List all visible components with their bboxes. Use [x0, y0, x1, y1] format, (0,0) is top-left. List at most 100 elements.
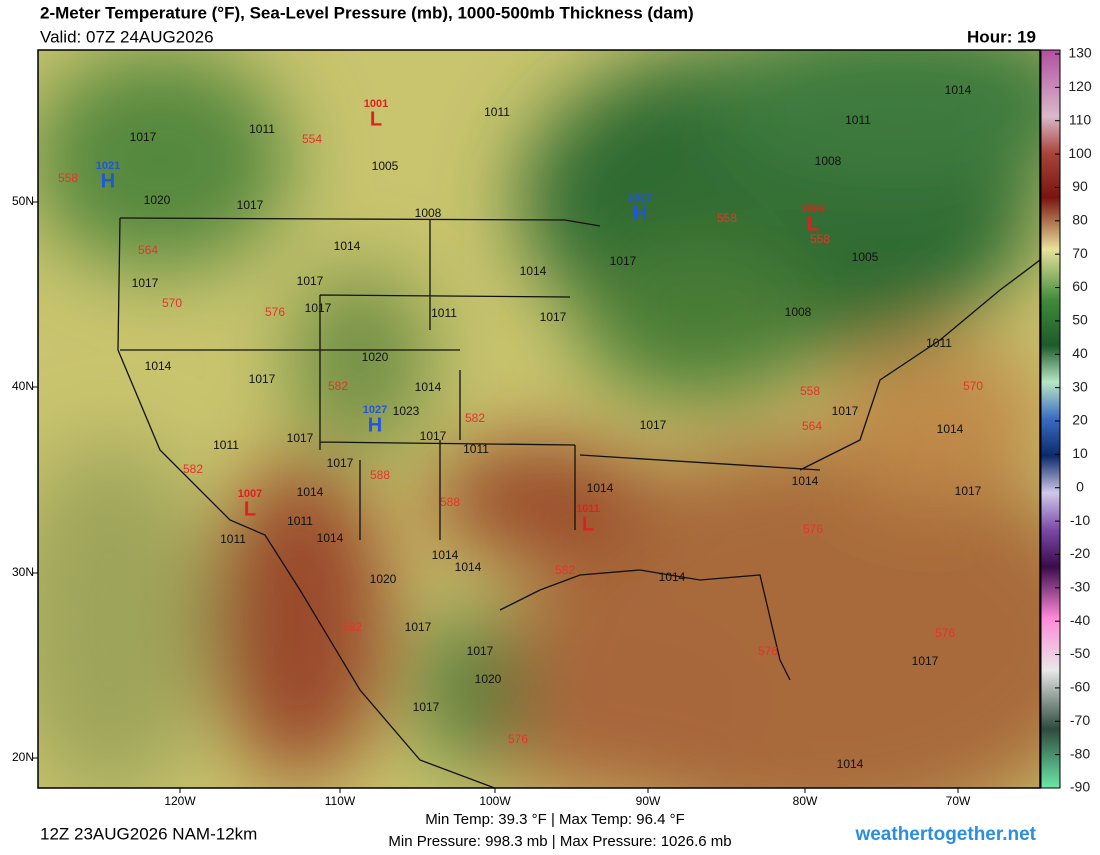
isobar-label: 1011 [926, 336, 952, 350]
isobar-label: 1014 [297, 485, 324, 499]
isobar-label: 1017 [327, 456, 354, 470]
thickness-label: 570 [963, 379, 983, 393]
colorbar-label: -30 [1070, 579, 1090, 595]
thickness-label: 588 [440, 495, 460, 509]
thickness-label: 576 [265, 305, 285, 319]
isobar-label: 1011 [213, 438, 239, 452]
lon-label: 100W [479, 794, 511, 808]
center-pressure: 1017 [628, 192, 652, 204]
isobar-label: 1008 [415, 206, 442, 220]
colorbar-label: 20 [1072, 412, 1088, 428]
center-letter: L [582, 513, 594, 535]
isobar-label: 1011 [845, 113, 871, 127]
isobar-label: 1017 [832, 404, 859, 418]
colorbar-label: 90 [1072, 178, 1088, 194]
lat-label: 20N [12, 750, 34, 764]
isobar-label: 1017 [467, 644, 494, 658]
isobar-label: 1017 [610, 254, 637, 268]
thickness-label: 576 [935, 626, 955, 640]
isobar-label: 1011 [220, 532, 246, 546]
isobar-label: 1020 [370, 572, 397, 586]
isobar-label: 1017 [640, 418, 667, 432]
isobar-label: 1008 [815, 154, 842, 168]
pressure-range: Min Pressure: 998.3 mb | Max Pressure: 1… [388, 833, 731, 850]
colorbar-label: 0 [1076, 478, 1084, 494]
colorbar-label: -20 [1070, 545, 1090, 561]
isobar-label: 1017 [912, 654, 939, 668]
isobar-label: 1014 [317, 531, 344, 545]
colorbar-label: -40 [1070, 612, 1090, 628]
colorbar-label: 70 [1072, 245, 1088, 261]
isobar-label: 1011 [287, 514, 313, 528]
thickness-label: 582 [328, 379, 348, 393]
thickness-label: 582 [555, 563, 575, 577]
thickness-label: 564 [138, 243, 158, 257]
colorbar-label: 30 [1072, 378, 1088, 394]
colorbar-label: -60 [1070, 679, 1090, 695]
thickness-label: 558 [800, 384, 820, 398]
lat-label: 40N [12, 379, 34, 393]
isobar-label: 1014 [415, 380, 442, 394]
isobar-label: 1008 [785, 305, 812, 319]
isobar-label: 1017 [413, 700, 440, 714]
center-pressure: 1011 [576, 503, 600, 515]
isobar-label: 1017 [420, 429, 447, 443]
center-letter: H [101, 170, 115, 192]
colorbar-label: -80 [1070, 745, 1090, 761]
center-pressure: 1007 [238, 488, 262, 500]
site-link[interactable]: weathertogether.net [854, 824, 1036, 845]
isobar-label: 1014 [334, 239, 361, 253]
center-letter: H [633, 202, 647, 224]
isobar-label: 1020 [144, 193, 171, 207]
center-letter: L [807, 213, 819, 235]
center-pressure: 1001 [364, 98, 388, 110]
lon-label: 90W [636, 794, 661, 808]
thickness-label: 582 [342, 620, 362, 634]
colorbar-label: 100 [1068, 145, 1092, 161]
lon-label: 80W [793, 794, 818, 808]
isobar-label: 1005 [852, 250, 879, 264]
thickness-label: 576 [758, 644, 778, 658]
valid-time: Valid: 07Z 24AUG2026 [40, 27, 214, 46]
colorbar-label: 130 [1068, 45, 1092, 61]
isobar-label: 1011 [249, 122, 275, 136]
thickness-label: 576 [508, 732, 528, 746]
colorbar-label: 10 [1072, 445, 1088, 461]
isobar-label: 1017 [132, 276, 159, 290]
thickness-label: 576 [803, 522, 823, 536]
isobar-label: 1014 [145, 359, 172, 373]
lat-label: 30N [12, 565, 34, 579]
isobar-label: 1014 [945, 83, 972, 97]
colorbar [1040, 49, 1061, 789]
isobar-label: 1014 [587, 481, 614, 495]
center-letter: L [370, 108, 382, 130]
colorbar-label: 50 [1072, 312, 1088, 328]
thickness-label: 558 [810, 232, 830, 246]
isobar-label: 1014 [432, 548, 459, 562]
colorbar-label: 40 [1072, 345, 1088, 361]
isobar-label: 1020 [362, 350, 389, 364]
colorbar-label: -90 [1070, 779, 1090, 795]
temp-range: Min Temp: 39.3 °F | Max Temp: 96.4 °F [425, 811, 685, 828]
center-pressure: 1021 [96, 160, 120, 172]
thickness-label: 564 [802, 419, 822, 433]
colorbar-label: 110 [1069, 111, 1092, 127]
thickness-label: 554 [302, 132, 322, 146]
thickness-label: 570 [162, 296, 182, 310]
isobar-label: 1011 [431, 306, 457, 320]
thickness-label: 582 [465, 411, 485, 425]
colorbar-label: 60 [1072, 278, 1088, 294]
center-pressure: 1027 [363, 404, 387, 416]
model-run: 12Z 23AUG2026 NAM-12km [40, 824, 257, 843]
center-pressure: 1004 [801, 203, 826, 215]
colorbar-label: -50 [1070, 645, 1090, 661]
map-frame [37, 49, 1041, 789]
isobar-label: 1014 [455, 560, 482, 574]
isobar-label: 1017 [249, 372, 276, 386]
isobar-label: 1014 [520, 264, 547, 278]
lon-label: 120W [164, 794, 196, 808]
isobar-label: 1017 [130, 130, 157, 144]
isobar-label: 1014 [937, 422, 964, 436]
isobar-label: 1017 [540, 310, 567, 324]
